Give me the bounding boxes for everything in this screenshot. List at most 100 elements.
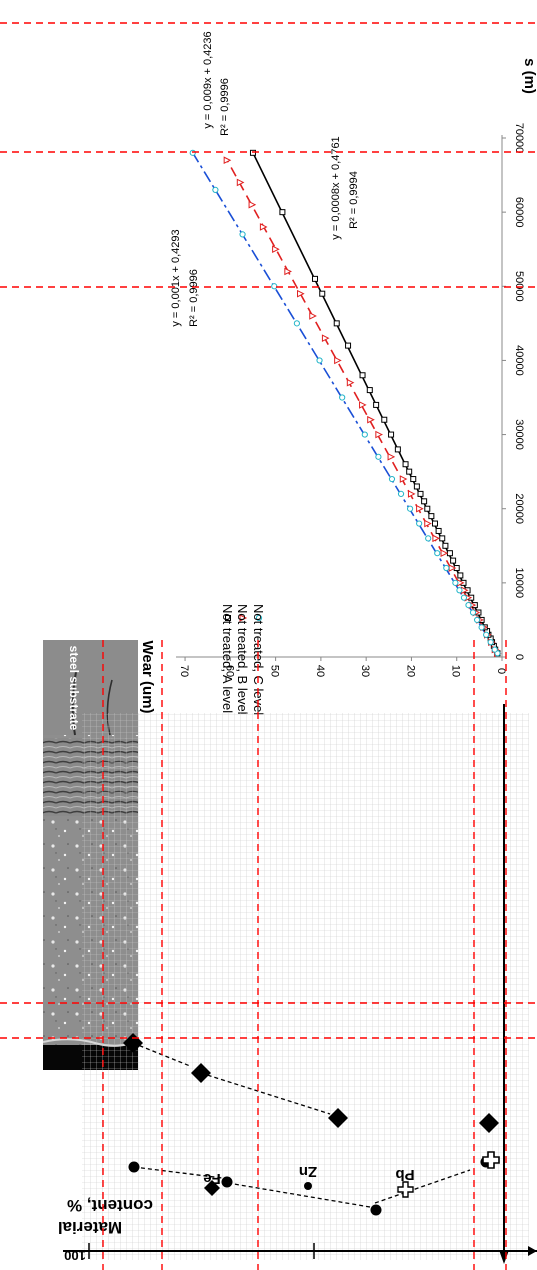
data-point <box>359 401 367 409</box>
zn-point <box>128 1161 140 1173</box>
data-point <box>417 490 424 497</box>
data-point <box>478 624 485 631</box>
substrate-crack <box>71 671 77 736</box>
fe-arrow <box>200 1072 331 1115</box>
data-point <box>491 646 498 653</box>
data-point <box>346 378 355 387</box>
data-point <box>443 564 450 572</box>
zn-legend-label: Zn <box>299 1163 317 1180</box>
data-point <box>271 283 278 290</box>
data-point <box>373 401 380 408</box>
data-point <box>249 149 256 156</box>
data-point <box>432 534 441 543</box>
data-point <box>469 609 477 616</box>
data-point <box>442 542 449 549</box>
data-point <box>319 290 326 297</box>
x-tick-label: 30000 <box>513 419 525 450</box>
composition-title: Material content, % <box>58 1196 153 1237</box>
trend-equation: y = 0,0008x + 0,4761 <box>330 136 342 239</box>
wear-chart: 0 10000 20000 30000 40000 50000 60000 70000 0 10 2… <box>139 31 537 715</box>
chart-axes: 0 10000 20000 30000 40000 50000 60000 70000 0 10 2… <box>176 123 525 677</box>
data-point <box>399 475 408 483</box>
data-point <box>212 186 219 193</box>
fe-legend-label: Fe <box>203 1170 221 1187</box>
data-point <box>460 594 468 601</box>
fe-point <box>479 1113 499 1133</box>
trend-equation: y = 0,001x + 0,4293 <box>170 229 182 326</box>
data-point <box>255 614 263 622</box>
data-point <box>312 275 319 282</box>
data-point <box>406 505 414 512</box>
y-tick-label: 30 <box>359 665 371 677</box>
data-point <box>394 446 401 453</box>
data-point <box>339 394 346 401</box>
data-point <box>487 639 494 646</box>
x-tick-label: 0 <box>513 654 525 660</box>
data-point <box>416 520 423 527</box>
y-axis-label: Wear (um) <box>139 640 156 713</box>
data-point <box>361 431 368 438</box>
data-point <box>424 505 431 512</box>
x-tick-label: 60000 <box>513 197 525 228</box>
data-point <box>421 498 428 505</box>
trend-r-squared: R² = 0,9994 <box>348 171 360 229</box>
composition-legend: Fe Zn Pb <box>203 1163 415 1198</box>
data-point <box>416 504 424 513</box>
data-point <box>410 476 417 483</box>
data-point <box>367 415 375 424</box>
data-point <box>239 231 246 238</box>
data-point <box>297 289 305 298</box>
data-point <box>381 416 388 423</box>
data-point <box>425 535 432 542</box>
y-tick-label: 20 <box>404 665 416 677</box>
data-point <box>435 527 442 534</box>
x-tick-label: 40000 <box>513 345 525 376</box>
data-point <box>239 614 248 622</box>
zn-arrow <box>227 1182 371 1208</box>
fe-point <box>328 1108 348 1128</box>
composition-panel: 100 Fe Zn Pb <box>58 704 537 1264</box>
x-tick-label: 20000 <box>513 493 525 524</box>
data-point <box>439 535 446 542</box>
x-tick-label: 50000 <box>513 271 525 302</box>
data-point <box>272 245 280 254</box>
data-point <box>428 513 435 520</box>
zn-arrow <box>133 1166 223 1179</box>
x-tick-label: 70000 <box>513 123 525 154</box>
pb-point <box>482 1151 500 1169</box>
data-point <box>397 490 405 497</box>
fe-legend-symbol <box>204 1180 220 1196</box>
data-point <box>483 631 490 638</box>
pb-legend-symbol <box>397 1181 414 1198</box>
y-tick-label: 0 <box>495 668 507 674</box>
data-point <box>407 490 416 498</box>
x-axis-label: s (m) <box>521 58 537 94</box>
data-point <box>321 334 330 342</box>
data-point <box>450 557 457 564</box>
trend-equation: y = 0,009x + 0,4236 <box>202 31 214 128</box>
chart-trend-equations: y = 0,0008x + 0,4761 R² = 0,9994 y = 0,009… <box>170 31 360 327</box>
y-tick-label: 10 <box>450 665 462 677</box>
composition-title-line2: content, % <box>67 1196 153 1215</box>
data-point <box>388 431 395 438</box>
layer-guide-lines <box>0 22 537 1270</box>
data-point <box>388 475 396 483</box>
data-point <box>431 520 438 527</box>
data-point <box>473 616 481 624</box>
legend-label: Not treated, B level <box>235 604 250 715</box>
data-point <box>366 387 373 394</box>
data-point <box>446 550 453 557</box>
data-point <box>465 602 472 609</box>
data-point <box>334 356 342 365</box>
data-point <box>248 200 257 209</box>
data-point <box>434 550 441 557</box>
composition-grid <box>82 713 529 1260</box>
data-point <box>316 357 323 364</box>
data-point <box>309 312 317 320</box>
data-point <box>387 453 396 461</box>
chart-trend-lines <box>192 152 499 654</box>
data-point <box>457 572 464 579</box>
data-point <box>279 209 286 216</box>
zn-point <box>221 1176 233 1188</box>
zn-arrow <box>374 1169 471 1204</box>
